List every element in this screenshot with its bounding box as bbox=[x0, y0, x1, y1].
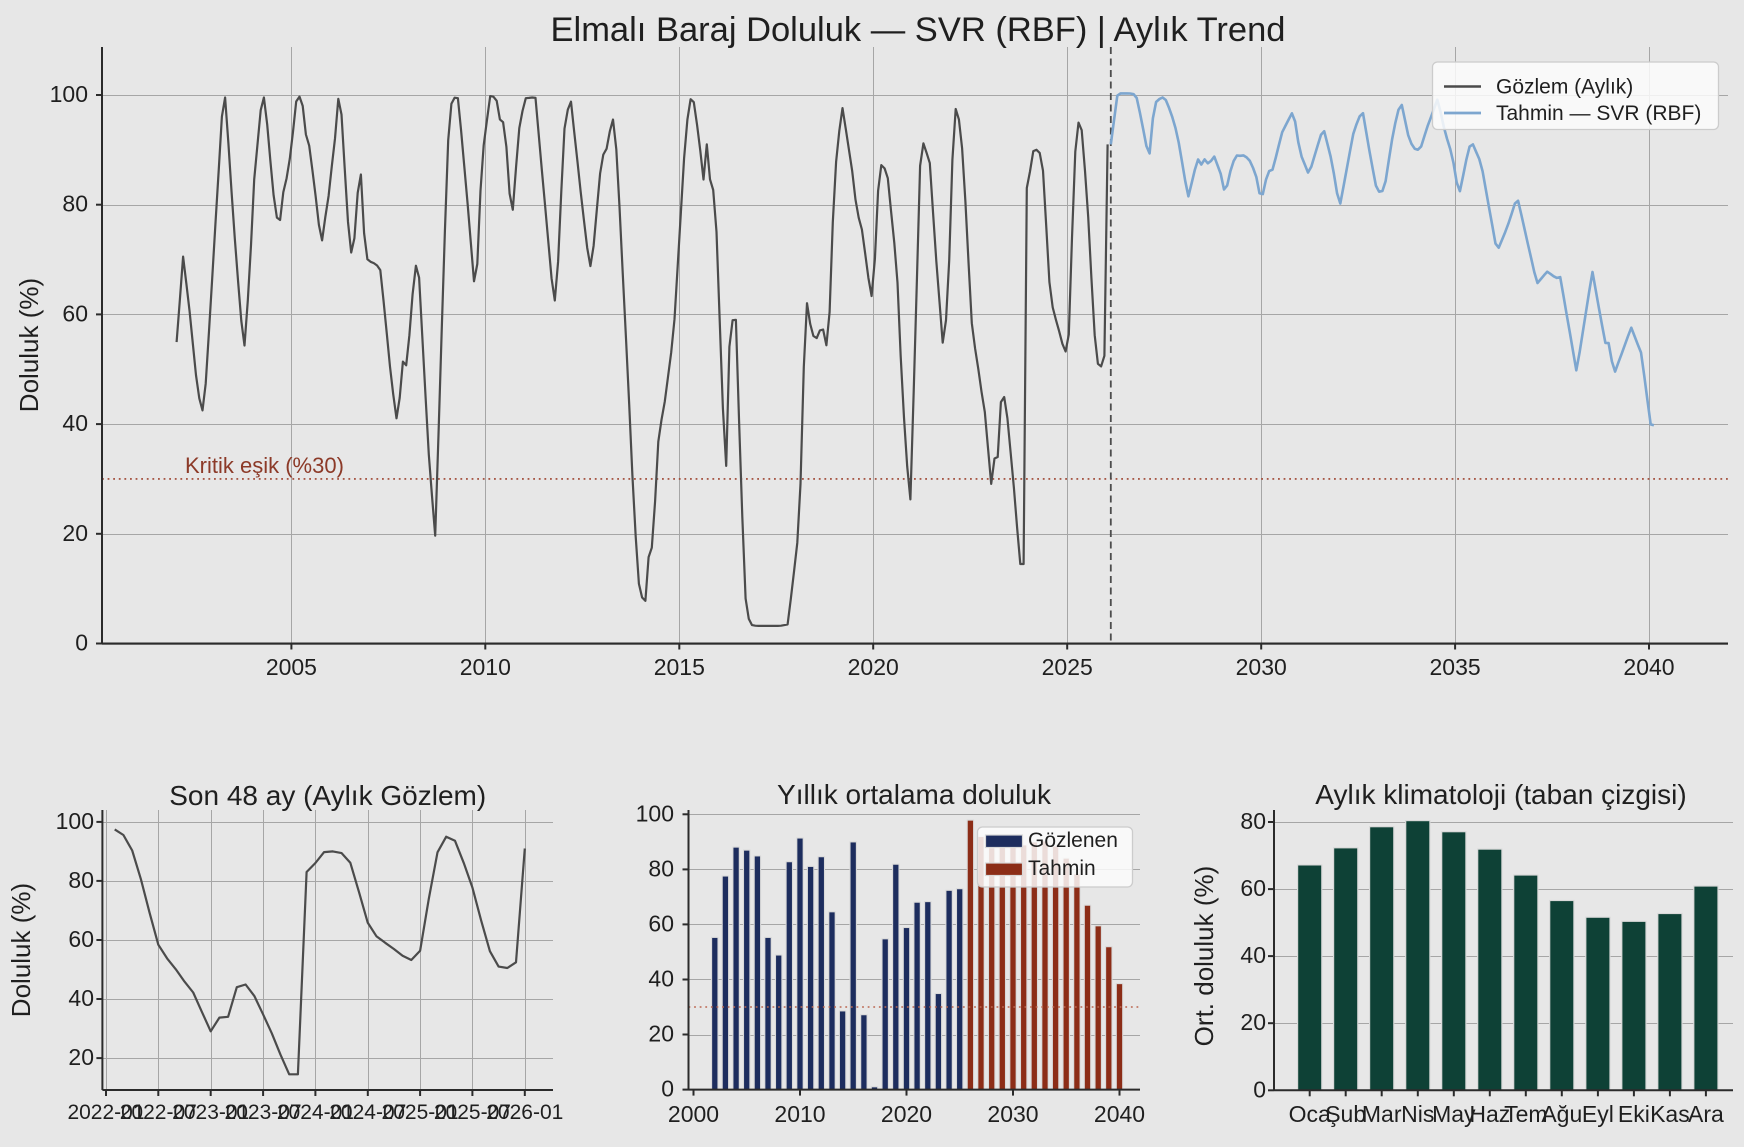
svg-text:Gözlem (Aylık): Gözlem (Aylık) bbox=[1496, 76, 1633, 99]
svg-text:2000: 2000 bbox=[668, 1101, 719, 1127]
svg-text:80: 80 bbox=[1240, 808, 1266, 834]
svg-text:2025: 2025 bbox=[1042, 654, 1093, 680]
svg-text:40: 40 bbox=[648, 966, 674, 992]
svg-text:100: 100 bbox=[56, 808, 94, 834]
svg-text:2023-01: 2023-01 bbox=[172, 1101, 249, 1124]
svg-text:Ara: Ara bbox=[1688, 1101, 1724, 1127]
svg-text:Tahmin: Tahmin bbox=[1028, 857, 1096, 880]
svg-text:Mar: Mar bbox=[1362, 1101, 1402, 1127]
svg-text:Tahmin — SVR (RBF): Tahmin — SVR (RBF) bbox=[1496, 102, 1701, 125]
svg-text:2005: 2005 bbox=[266, 654, 317, 680]
svg-text:2010: 2010 bbox=[460, 654, 511, 680]
svg-text:20: 20 bbox=[62, 520, 88, 546]
svg-text:2020: 2020 bbox=[881, 1101, 932, 1127]
svg-text:0: 0 bbox=[661, 1076, 674, 1102]
svg-text:Haz: Haz bbox=[1469, 1101, 1510, 1127]
svg-text:60: 60 bbox=[1240, 875, 1266, 901]
svg-text:2022-01: 2022-01 bbox=[67, 1101, 144, 1124]
svg-text:Eki: Eki bbox=[1618, 1101, 1650, 1127]
svg-text:Kritik eşik (%30): Kritik eşik (%30) bbox=[185, 453, 344, 478]
svg-text:2026-01: 2026-01 bbox=[486, 1101, 563, 1124]
svg-text:0: 0 bbox=[1253, 1076, 1266, 1102]
svg-text:20: 20 bbox=[648, 1021, 674, 1047]
svg-text:0: 0 bbox=[75, 630, 88, 656]
svg-text:40: 40 bbox=[68, 985, 94, 1011]
svg-text:2025-01: 2025-01 bbox=[382, 1101, 459, 1124]
svg-text:Tem: Tem bbox=[1504, 1101, 1547, 1127]
svg-text:Kas: Kas bbox=[1650, 1101, 1690, 1127]
svg-text:Eyl: Eyl bbox=[1582, 1101, 1614, 1127]
svg-text:2024-07: 2024-07 bbox=[329, 1101, 406, 1124]
svg-text:Son 48 ay (Aylık Gözlem): Son 48 ay (Aylık Gözlem) bbox=[169, 780, 486, 811]
svg-text:80: 80 bbox=[648, 855, 674, 881]
svg-text:2010: 2010 bbox=[774, 1101, 825, 1127]
svg-text:Oca: Oca bbox=[1289, 1101, 1331, 1127]
svg-text:100: 100 bbox=[50, 81, 88, 107]
svg-text:Nis: Nis bbox=[1401, 1101, 1434, 1127]
svg-text:2030: 2030 bbox=[1236, 654, 1287, 680]
svg-text:Yıllık ortalama doluluk: Yıllık ortalama doluluk bbox=[777, 779, 1052, 810]
svg-text:20: 20 bbox=[68, 1044, 94, 1070]
svg-text:2030: 2030 bbox=[987, 1101, 1038, 1127]
svg-text:80: 80 bbox=[62, 191, 88, 217]
svg-text:2023-07: 2023-07 bbox=[225, 1101, 302, 1124]
svg-text:2035: 2035 bbox=[1430, 654, 1481, 680]
svg-text:20: 20 bbox=[1240, 1009, 1266, 1035]
svg-text:Ağu: Ağu bbox=[1541, 1101, 1582, 1127]
svg-text:40: 40 bbox=[1240, 942, 1266, 968]
svg-text:2024-01: 2024-01 bbox=[277, 1101, 354, 1124]
svg-text:40: 40 bbox=[62, 410, 88, 436]
svg-text:Doluluk (%): Doluluk (%) bbox=[6, 883, 36, 1017]
svg-text:Şub: Şub bbox=[1325, 1101, 1366, 1127]
svg-text:2015: 2015 bbox=[654, 654, 705, 680]
svg-text:2020: 2020 bbox=[848, 654, 899, 680]
svg-text:Elmalı Baraj Doluluk — SVR (RB: Elmalı Baraj Doluluk — SVR (RBF) | Aylık… bbox=[551, 11, 1286, 49]
svg-text:Gözlenen: Gözlenen bbox=[1028, 829, 1118, 852]
svg-text:100: 100 bbox=[636, 800, 674, 826]
svg-text:2040: 2040 bbox=[1623, 654, 1674, 680]
svg-text:60: 60 bbox=[68, 926, 94, 952]
svg-text:Aylık klimatoloji (taban çizgi: Aylık klimatoloji (taban çizgisi) bbox=[1315, 779, 1686, 810]
svg-text:Ort. doluluk (%): Ort. doluluk (%) bbox=[1189, 866, 1219, 1047]
svg-text:May: May bbox=[1432, 1101, 1476, 1127]
svg-text:Doluluk (%): Doluluk (%) bbox=[14, 278, 44, 412]
svg-text:80: 80 bbox=[68, 867, 94, 893]
svg-text:2022-07: 2022-07 bbox=[120, 1101, 197, 1124]
svg-text:60: 60 bbox=[62, 300, 88, 326]
svg-text:60: 60 bbox=[648, 910, 674, 936]
svg-text:2040: 2040 bbox=[1094, 1101, 1145, 1127]
svg-text:2025-07: 2025-07 bbox=[434, 1101, 511, 1124]
